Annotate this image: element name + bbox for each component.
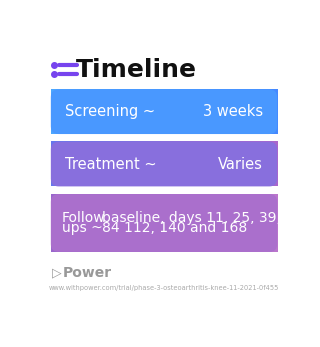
FancyBboxPatch shape [51,142,277,186]
FancyBboxPatch shape [51,194,277,252]
Text: baseline, days 11, 25, 39, 56,: baseline, days 11, 25, 39, 56, [102,211,307,225]
Text: Power: Power [63,266,112,280]
Text: 84 112, 140 and 168: 84 112, 140 and 168 [102,221,247,235]
Text: Follow: Follow [62,211,105,225]
FancyBboxPatch shape [51,90,277,134]
Text: Screening ~: Screening ~ [65,104,155,119]
Text: Timeline: Timeline [76,58,197,82]
Text: ▷: ▷ [52,266,62,279]
Text: ups ~: ups ~ [62,221,102,235]
FancyBboxPatch shape [51,90,277,134]
Text: Varies: Varies [218,156,263,171]
Text: www.withpower.com/trial/phase-3-osteoarthritis-knee-11-2021-0f455: www.withpower.com/trial/phase-3-osteoart… [49,285,279,291]
Text: 3 weeks: 3 weeks [203,104,263,119]
FancyBboxPatch shape [51,142,277,186]
Text: Treatment ~: Treatment ~ [65,156,156,171]
FancyBboxPatch shape [51,194,277,252]
